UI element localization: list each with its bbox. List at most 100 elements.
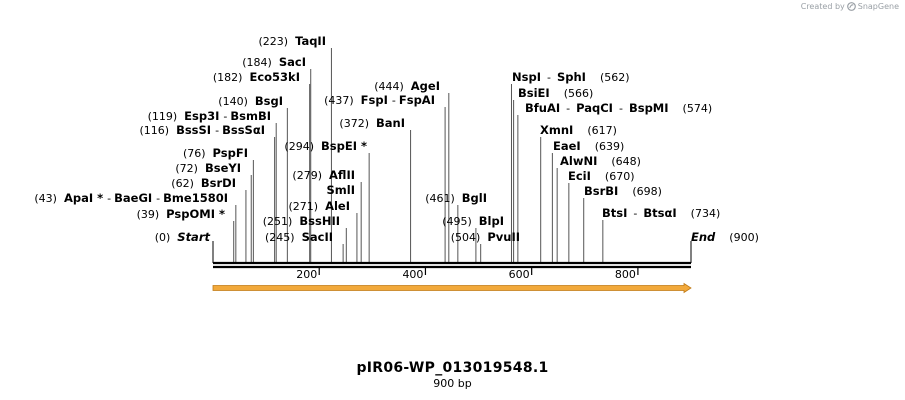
enzyme-name: BlpI <box>479 214 504 228</box>
site-end-marker[interactable]: Start (0) <box>155 230 211 244</box>
site-position: (39) <box>137 208 160 221</box>
enzyme-name: AflII <box>329 168 355 182</box>
site-position: (566) <box>564 87 594 100</box>
name-separator: - <box>633 207 637 220</box>
site-position: (62) <box>171 177 194 190</box>
ruler-tick-label: 200 <box>296 268 317 281</box>
enzyme-name: FspAI <box>399 93 435 107</box>
site-enzyme[interactable]: PspOMI * (39) <box>137 207 225 221</box>
site-enzyme[interactable]: BsgI (140) <box>218 94 283 108</box>
name-separator: - <box>619 102 623 115</box>
name-separator: - <box>566 102 570 115</box>
snapgene-credit: Created by SnapGene <box>801 2 899 11</box>
site-position: (504) <box>451 231 481 244</box>
enzyme-name: BfuAI <box>525 101 560 115</box>
site-position: (372) <box>339 117 369 130</box>
enzyme-name: PvuII <box>487 230 520 244</box>
site-enzyme[interactable]: AflII (279) SmlI <box>292 168 355 197</box>
site-enzyme[interactable]: BsrBI (698) <box>584 184 662 198</box>
site-enzyme[interactable]: SacI (184) <box>242 55 306 69</box>
site-position: (562) <box>600 71 630 84</box>
site-enzyme[interactable]: NspI - SphI (562) <box>512 70 630 84</box>
sequence-length: 900 bp <box>433 377 472 390</box>
enzyme-name: AgeI <box>411 79 440 93</box>
enzyme-name: BaeGI <box>114 191 152 205</box>
sequence-map[interactable]: 200 400 600 800 Start (0) PspOMI * (39)Bme1580… <box>0 0 905 360</box>
site-enzyme[interactable]: BspEI * (294) <box>284 139 367 153</box>
site-position: (574) <box>683 102 713 115</box>
site-position: (43) <box>34 192 57 205</box>
credit-prefix: Created by <box>800 2 845 11</box>
ruler-tick-label: 800 <box>615 268 636 281</box>
site-enzyme[interactable]: BssSαI-BssSI (116) <box>139 123 265 137</box>
site-enzyme[interactable]: BfuAI - PaqCI - BspMI (574) <box>525 101 712 115</box>
enzyme-name: Eco53kI <box>249 70 300 84</box>
site-position: (0) <box>155 231 171 244</box>
enzyme-name: FspI <box>361 93 388 107</box>
name-separator: - <box>156 192 160 205</box>
site-position: (900) <box>729 231 759 244</box>
enzyme-name: BssHII <box>299 214 340 228</box>
site-enzyme[interactable]: AleI (271) <box>288 199 350 213</box>
enzyme-name: PaqCI <box>576 101 613 115</box>
site-position: (119) <box>148 110 178 123</box>
site-position: (444) <box>374 80 404 93</box>
site-enzyme[interactable]: BanI (372) <box>339 116 405 130</box>
site-labels: Start (0) PspOMI * (39) Bme1580I-BaeGI-ApaI … <box>34 34 759 244</box>
site-position: (294) <box>284 140 314 153</box>
name-separator: - <box>547 71 551 84</box>
end-label: Start <box>177 230 210 244</box>
site-enzyme[interactable]: BssHII (251) <box>263 214 340 228</box>
site-enzyme[interactable]: BglI (461) <box>425 191 487 205</box>
site-enzyme[interactable]: BsmBI-Esp3I (119) <box>148 109 271 123</box>
site-position: (140) <box>218 95 248 108</box>
site-position: (495) <box>442 215 472 228</box>
enzyme-name: BtsαI <box>643 206 676 220</box>
site-end-marker[interactable]: End (900) <box>691 230 759 244</box>
enzyme-name: SphI <box>557 70 586 84</box>
site-position: (639) <box>595 140 625 153</box>
snapgene-logo-icon <box>846 2 856 11</box>
enzyme-name: BsmBI <box>230 109 271 123</box>
enzyme-name: BglI <box>462 191 487 205</box>
site-enzyme[interactable]: FspAI-FspI (437) <box>324 93 435 107</box>
feature-arrow <box>212 282 692 294</box>
site-enzyme[interactable]: BsiEI (566) <box>518 86 593 100</box>
site-lines <box>212 48 692 263</box>
enzyme-name: BsrDI <box>201 176 236 190</box>
site-enzyme[interactable]: AlwNI (648) <box>560 154 641 168</box>
name-separator: - <box>223 110 227 123</box>
site-enzyme[interactable]: PvuII (504) <box>451 230 520 244</box>
site-enzyme[interactable]: EaeI (639) <box>553 139 624 153</box>
feature-arrow-shape[interactable] <box>212 282 692 294</box>
site-enzyme[interactable]: TaqII (223) <box>258 34 326 48</box>
enzyme-name: BtsI <box>602 206 627 220</box>
site-enzyme[interactable]: BseYI (72) <box>175 161 241 175</box>
enzyme-name: NspI <box>512 70 541 84</box>
name-separator: - <box>392 94 396 107</box>
site-position: (437) <box>324 94 354 107</box>
enzyme-name: BssSαI <box>222 123 265 137</box>
site-position: (279) <box>292 169 322 182</box>
site-enzyme[interactable]: SacII (245) <box>265 230 333 244</box>
enzyme-name: SmlI <box>327 183 356 197</box>
ruler-tick-label: 600 <box>509 268 530 281</box>
enzyme-name: Esp3I <box>184 109 219 123</box>
enzyme-name: PspOMI * <box>166 207 225 221</box>
site-enzyme[interactable]: XmnI (617) <box>540 123 617 137</box>
enzyme-name: TaqII <box>295 34 326 48</box>
site-position: (648) <box>611 155 641 168</box>
enzyme-name: AlwNI <box>560 154 597 168</box>
site-enzyme[interactable]: AgeI (444) <box>374 79 440 93</box>
site-enzyme[interactable]: Bme1580I-BaeGI-ApaI *(43) <box>34 191 228 205</box>
site-enzyme[interactable]: PspFI (76) <box>183 146 248 160</box>
site-position: (670) <box>605 170 635 183</box>
credit-brand: SnapGene <box>857 2 899 11</box>
site-enzyme[interactable]: EciI (670) <box>568 169 635 183</box>
site-position: (734) <box>691 207 721 220</box>
site-enzyme[interactable]: BtsI - BtsαI (734) <box>602 206 720 220</box>
site-enzyme[interactable]: Eco53kI (182) <box>213 70 300 84</box>
site-enzyme[interactable]: BlpI (495) <box>442 214 504 228</box>
end-label: End <box>691 230 716 244</box>
site-enzyme[interactable]: BsrDI (62) <box>171 176 236 190</box>
